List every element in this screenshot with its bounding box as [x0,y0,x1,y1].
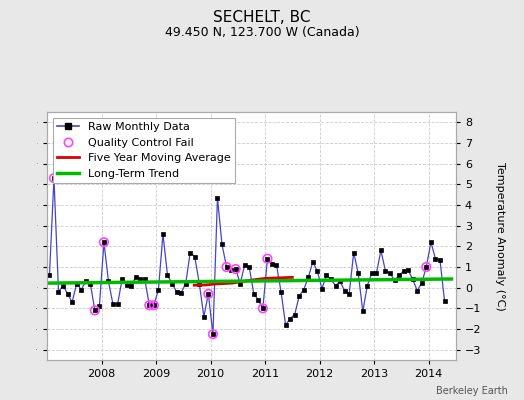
Point [145,302,154,308]
Point [222,264,231,270]
Text: 49.450 N, 123.700 W (Canada): 49.450 N, 123.700 W (Canada) [165,26,359,39]
Point [91,307,99,314]
Point [204,291,213,297]
Point [50,175,58,181]
Y-axis label: Temperature Anomaly (°C): Temperature Anomaly (°C) [495,162,505,310]
Legend: Raw Monthly Data, Quality Control Fail, Five Year Moving Average, Long-Term Tren: Raw Monthly Data, Quality Control Fail, … [53,118,235,183]
Point [263,256,271,262]
Point [100,239,108,245]
Text: SECHELT, BC: SECHELT, BC [213,10,311,25]
Point [422,264,431,270]
Text: Berkeley Earth: Berkeley Earth [436,386,508,396]
Point [150,302,158,308]
Point [232,266,240,272]
Point [259,305,267,312]
Point [209,331,217,337]
